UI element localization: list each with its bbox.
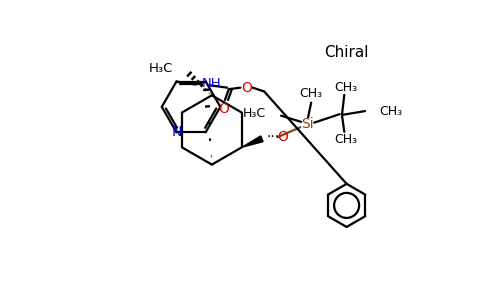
Text: CH₃: CH₃ (379, 105, 402, 118)
Text: Chiral: Chiral (324, 45, 369, 60)
Text: N: N (171, 125, 182, 139)
Text: O: O (241, 81, 252, 95)
Text: CH₃: CH₃ (300, 87, 323, 100)
Text: O: O (218, 102, 229, 116)
Text: H₃C: H₃C (149, 62, 173, 75)
Text: H₃C: H₃C (242, 107, 266, 120)
Text: O: O (277, 130, 288, 144)
Text: CH₃: CH₃ (334, 133, 357, 146)
Polygon shape (242, 136, 263, 147)
Text: CH₃: CH₃ (334, 81, 357, 94)
Text: ···: ··· (267, 130, 280, 144)
Text: NH: NH (202, 77, 222, 90)
Text: Si: Si (301, 117, 314, 131)
